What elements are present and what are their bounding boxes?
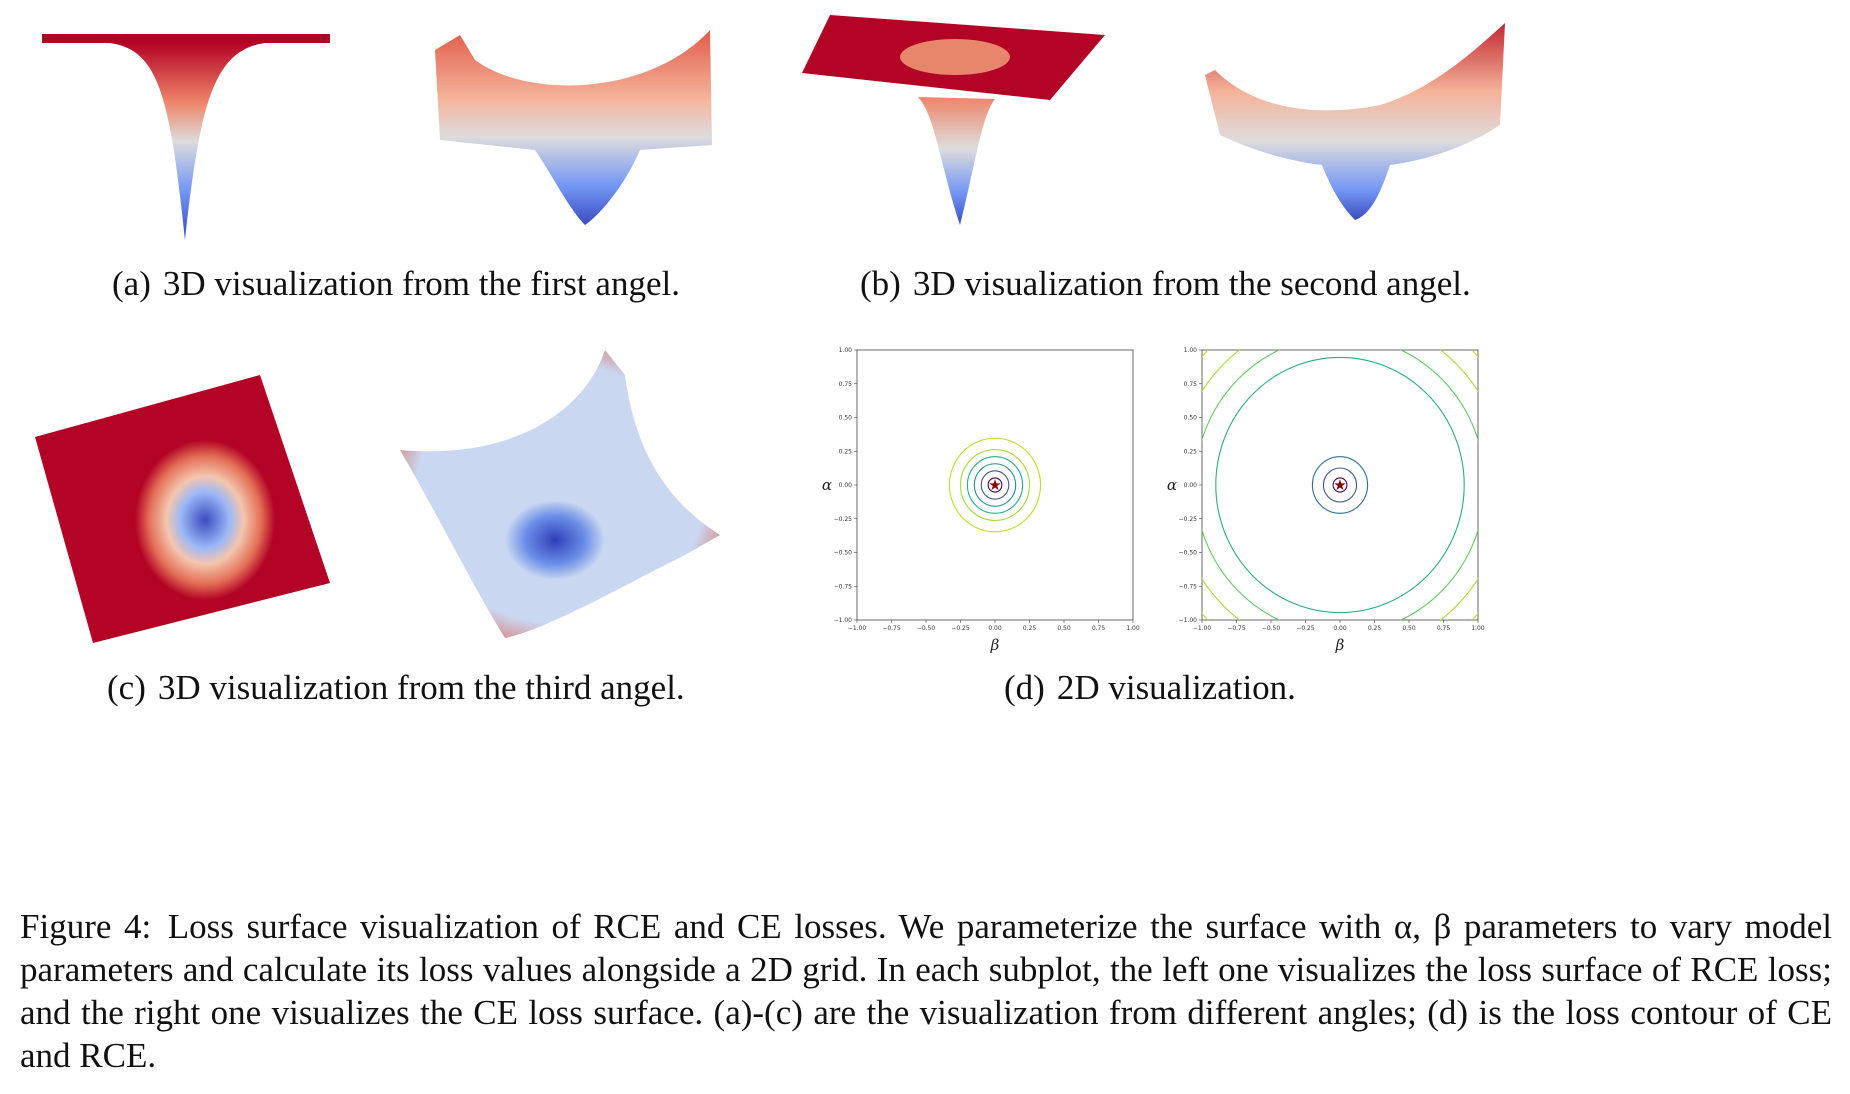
figure-caption-text: Loss surface visualization of RCE and CE… (20, 907, 1833, 1075)
subcaption-b-text: 3D visualization from the second angel. (912, 264, 1471, 303)
contour-line (959, 449, 1031, 521)
y-tick-label: 0.25 (839, 448, 853, 455)
contour-line (1311, 456, 1369, 514)
y-tick-label: 1.00 (1184, 347, 1198, 354)
y-tick-label: −0.50 (834, 550, 853, 557)
panel-c-rce-surface (35, 375, 335, 645)
contour-line (980, 470, 1010, 500)
x-tick-label: −1.00 (1193, 625, 1212, 632)
x-tick-label: 0.75 (1437, 625, 1451, 632)
subcaption-d: (d) 2D visualization. (1004, 668, 1296, 708)
contour-line (966, 456, 1024, 514)
y-tick-label: 0.00 (1184, 482, 1198, 489)
y-tick-label: 1.00 (839, 347, 853, 354)
subcaption-d-text: 2D visualization. (1056, 668, 1296, 707)
contour-line (948, 437, 1042, 533)
x-tick-label: 0.00 (1333, 625, 1347, 632)
contour-line (1202, 350, 1478, 620)
subcaption-a: (a) 3D visualization from the first angel… (112, 264, 680, 304)
figure-caption: Figure 4: Loss surface visualization of … (20, 905, 1832, 1077)
x-tick-label: −0.75 (1227, 625, 1246, 632)
y-tick-label: −0.75 (1179, 583, 1198, 590)
x-tick-label: 0.75 (1092, 625, 1106, 632)
contour-plot-rce: ★ −1.00 −0.75 −0.50 −0.25 0.00 0.25 0.50 0.75 1.0… (815, 340, 1145, 660)
contour-line (1215, 356, 1465, 614)
minimum-star-marker: ★ (1333, 478, 1346, 494)
x-tick-label: −0.50 (1262, 625, 1281, 632)
y-tick-label: 0.00 (839, 482, 853, 489)
subcaption-c-tag: (c) (107, 668, 146, 707)
subcaption-b-tag: (b) (860, 264, 901, 303)
subcaption-c-text: 3D visualization from the third angel. (157, 668, 685, 707)
x-tick-label: −0.25 (1296, 625, 1315, 632)
contour-line (987, 477, 1003, 493)
y-tick-label: 0.75 (839, 381, 853, 388)
subcaption-b: (b) 3D visualization from the second ange… (860, 264, 1471, 304)
contour-line (1332, 477, 1348, 493)
contour-line (973, 463, 1017, 507)
figure-label: Figure 4: (20, 907, 152, 946)
panel-b-rce-surface (800, 15, 1110, 230)
y-axis-label: α (1167, 476, 1177, 494)
minimum-star-marker: ★ (988, 478, 1001, 494)
x-tick-label: 0.00 (988, 625, 1002, 632)
contour-line (1322, 467, 1358, 503)
y-tick-label: −1.00 (1179, 617, 1198, 624)
y-tick-label: −0.75 (834, 583, 853, 590)
subcaption-d-tag: (d) (1004, 668, 1045, 707)
y-tick-label: 0.50 (839, 415, 853, 422)
x-tick-label: 0.50 (1057, 625, 1071, 632)
x-tick-label: 1.00 (1471, 625, 1485, 632)
x-axis-label: β (990, 636, 1000, 654)
subcaption-a-text: 3D visualization from the first angel. (162, 264, 680, 303)
x-tick-label: 0.25 (1368, 625, 1382, 632)
contour-plot-ce: ★ −1.00 −0.75 −0.50 −0.25 0.00 0.25 0.50 0.75 1.0… (1160, 340, 1490, 660)
y-tick-label: −0.50 (1179, 550, 1198, 557)
x-tick-label: 0.50 (1402, 625, 1416, 632)
subcaption-c: (c) 3D visualization from the third angel… (107, 668, 685, 708)
panel-a-rce-surface (40, 30, 340, 245)
y-tick-label: 0.25 (1184, 448, 1198, 455)
subcaption-a-tag: (a) (112, 264, 151, 303)
panel-a-ce-surface (430, 20, 730, 245)
x-tick-label: −0.25 (951, 625, 970, 632)
x-tick-label: −1.00 (848, 625, 867, 632)
y-tick-label: −0.25 (834, 516, 853, 523)
x-axis-label: β (1335, 636, 1345, 654)
x-tick-label: 0.25 (1023, 625, 1037, 632)
x-tick-label: 1.00 (1126, 625, 1140, 632)
y-tick-label: −0.25 (1179, 516, 1198, 523)
x-tick-label: −0.50 (917, 625, 936, 632)
y-tick-label: 0.75 (1184, 381, 1198, 388)
panel-c-ce-surface (395, 350, 725, 645)
y-axis-label: α (822, 476, 832, 494)
panel-b-ce-surface (1200, 15, 1510, 230)
y-tick-label: −1.00 (834, 617, 853, 624)
x-tick-label: −0.75 (882, 625, 901, 632)
y-tick-label: 0.50 (1184, 415, 1198, 422)
